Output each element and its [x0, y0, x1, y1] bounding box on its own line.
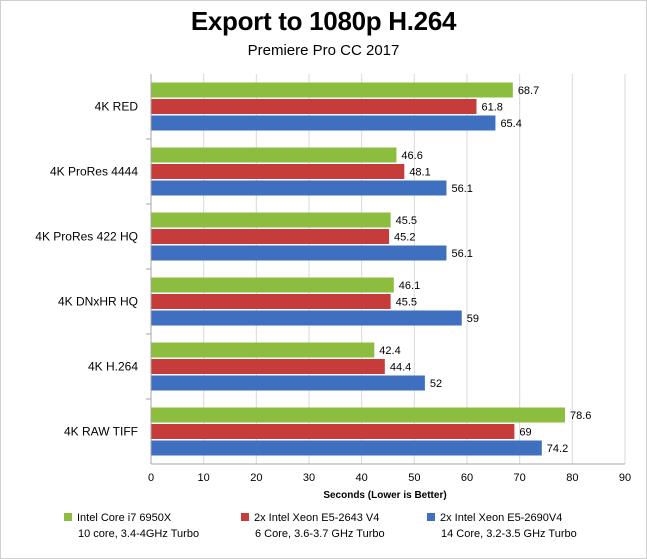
data-label: 74.2 — [547, 443, 568, 455]
category-label: 4K ProRes 4444 — [50, 165, 138, 179]
x-tick-label: 70 — [514, 472, 526, 484]
legend-swatch-icon — [241, 513, 249, 521]
chart-subtitle: Premiere Pro CC 2017 — [247, 42, 400, 59]
data-label: 44.4 — [390, 362, 411, 374]
legend-swatch-icon — [64, 513, 72, 521]
legend-item-xeon-2643: 2x Intel Xeon E5-2643 V4 6 Core, 3.6-3.7… — [241, 510, 385, 542]
data-label: 46.6 — [401, 150, 422, 162]
legend-item-core-i7: Intel Core i7 6950X 10 core, 3.4-4GHz Tu… — [64, 510, 199, 542]
grid-lines — [203, 74, 626, 464]
bar — [151, 229, 390, 244]
bar — [151, 212, 391, 228]
bar — [151, 180, 447, 196]
x-tick-label: 60 — [461, 472, 473, 484]
data-label: 78.6 — [570, 410, 591, 422]
bar — [151, 164, 405, 179]
x-tick-label: 50 — [408, 472, 420, 484]
x-tick-label: 80 — [566, 472, 578, 484]
chart-title: Export to 1080p H.264 — [190, 6, 457, 36]
data-label: 45.2 — [394, 232, 415, 244]
category-label: 4K RED — [95, 100, 139, 114]
bar — [151, 115, 496, 131]
x-tick-label: 0 — [148, 472, 154, 484]
bar — [151, 310, 462, 326]
x-axis-label: Seconds (Lower is Better) — [323, 490, 446, 501]
legend-detail: 6 Core, 3.6-3.7 GHz Turbo — [255, 528, 385, 540]
data-label: 45.5 — [396, 215, 417, 227]
data-label: 52 — [430, 378, 442, 390]
axes: 0 10 20 30 40 50 60 70 80 90 4K RED 4K ProRes 4444 4… — [35, 74, 631, 484]
data-label: 45.5 — [396, 297, 417, 309]
data-label: 46.1 — [399, 280, 420, 292]
bar — [151, 147, 397, 163]
bar — [151, 424, 515, 439]
x-tick-label: 10 — [198, 472, 210, 484]
data-label: 56.1 — [451, 183, 472, 195]
legend-swatch-icon — [427, 513, 435, 521]
legend-label: 2x Intel Xeon E5-2643 V4 — [254, 512, 380, 524]
bar — [151, 342, 375, 358]
data-label: 42.4 — [379, 345, 400, 357]
legend-detail: 10 core, 3.4-4GHz Turbo — [78, 528, 200, 540]
bar — [151, 277, 394, 293]
legend-label: Intel Core i7 6950X — [77, 512, 172, 524]
bar — [151, 440, 542, 456]
data-label: 59 — [467, 313, 479, 325]
legend-item-xeon-2690: 2x Intel Xeon E5-2690V4 14 Core, 3.2-3.5… — [427, 510, 577, 542]
x-tick-label: 90 — [619, 472, 631, 484]
data-label: 68.7 — [518, 85, 539, 97]
legend-detail: 14 Core, 3.2-3.5 GHz Turbo — [441, 528, 577, 540]
legend-label: 2x Intel Xeon E5-2690V4 — [440, 512, 563, 524]
data-label: 61.8 — [481, 102, 502, 114]
category-label: 4K RAW TIFF — [64, 425, 138, 439]
bar — [151, 359, 385, 374]
bar — [151, 375, 425, 391]
bar — [151, 294, 391, 309]
bar — [151, 245, 447, 261]
bar — [151, 82, 513, 98]
category-label: 4K ProRes 422 HQ — [35, 230, 138, 244]
x-tick-label: 20 — [250, 472, 262, 484]
bar — [151, 99, 477, 114]
x-tick-label: 30 — [303, 472, 315, 484]
data-label: 56.1 — [451, 248, 472, 260]
category-label: 4K H.264 — [88, 360, 138, 374]
bars: 68.7 61.8 65.4 46.6 48.1 56.1 45.5 45.2 56.1 46.1… — [151, 82, 591, 456]
category-label: 4K DNxHR HQ — [58, 295, 138, 309]
data-label: 65.4 — [500, 118, 521, 130]
data-label: 48.1 — [409, 167, 430, 179]
bar — [151, 407, 565, 423]
data-label: 69 — [519, 427, 531, 439]
x-tick-label: 40 — [356, 472, 368, 484]
